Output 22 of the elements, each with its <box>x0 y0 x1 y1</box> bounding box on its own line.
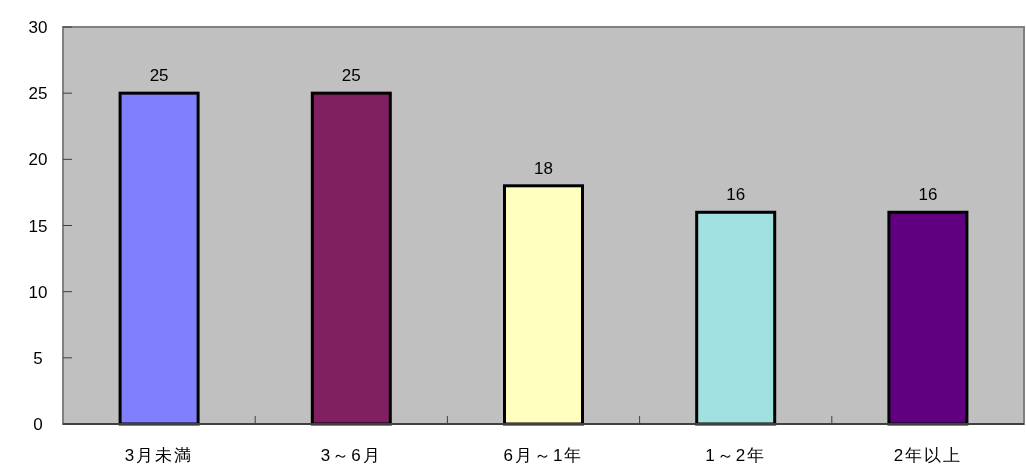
y-tick-label: 15 <box>28 216 48 236</box>
data-label: 16 <box>726 185 746 205</box>
y-tick-label: 25 <box>28 84 48 104</box>
x-tick-label: 2年以上 <box>893 446 963 465</box>
y-tick-label: 0 <box>33 415 43 434</box>
bar <box>887 210 969 426</box>
y-tick-label: 10 <box>28 282 48 302</box>
bar <box>695 210 777 426</box>
x-tick-label: 6月～1年 <box>503 446 584 465</box>
data-label: 18 <box>534 158 553 178</box>
x-tick-label: 3～6月 <box>320 446 382 465</box>
data-label: 25 <box>149 66 169 86</box>
bar <box>503 184 584 426</box>
y-tick-label: 30 <box>28 18 48 37</box>
y-tick-label: 5 <box>33 348 43 368</box>
x-tick-label: 3月未満 <box>124 446 194 465</box>
data-label: 25 <box>341 66 361 86</box>
bar <box>118 91 200 426</box>
bar <box>310 91 392 426</box>
data-label: 16 <box>918 185 938 205</box>
x-tick-label: 1～2年 <box>705 446 767 465</box>
y-tick-label: 20 <box>28 150 48 170</box>
